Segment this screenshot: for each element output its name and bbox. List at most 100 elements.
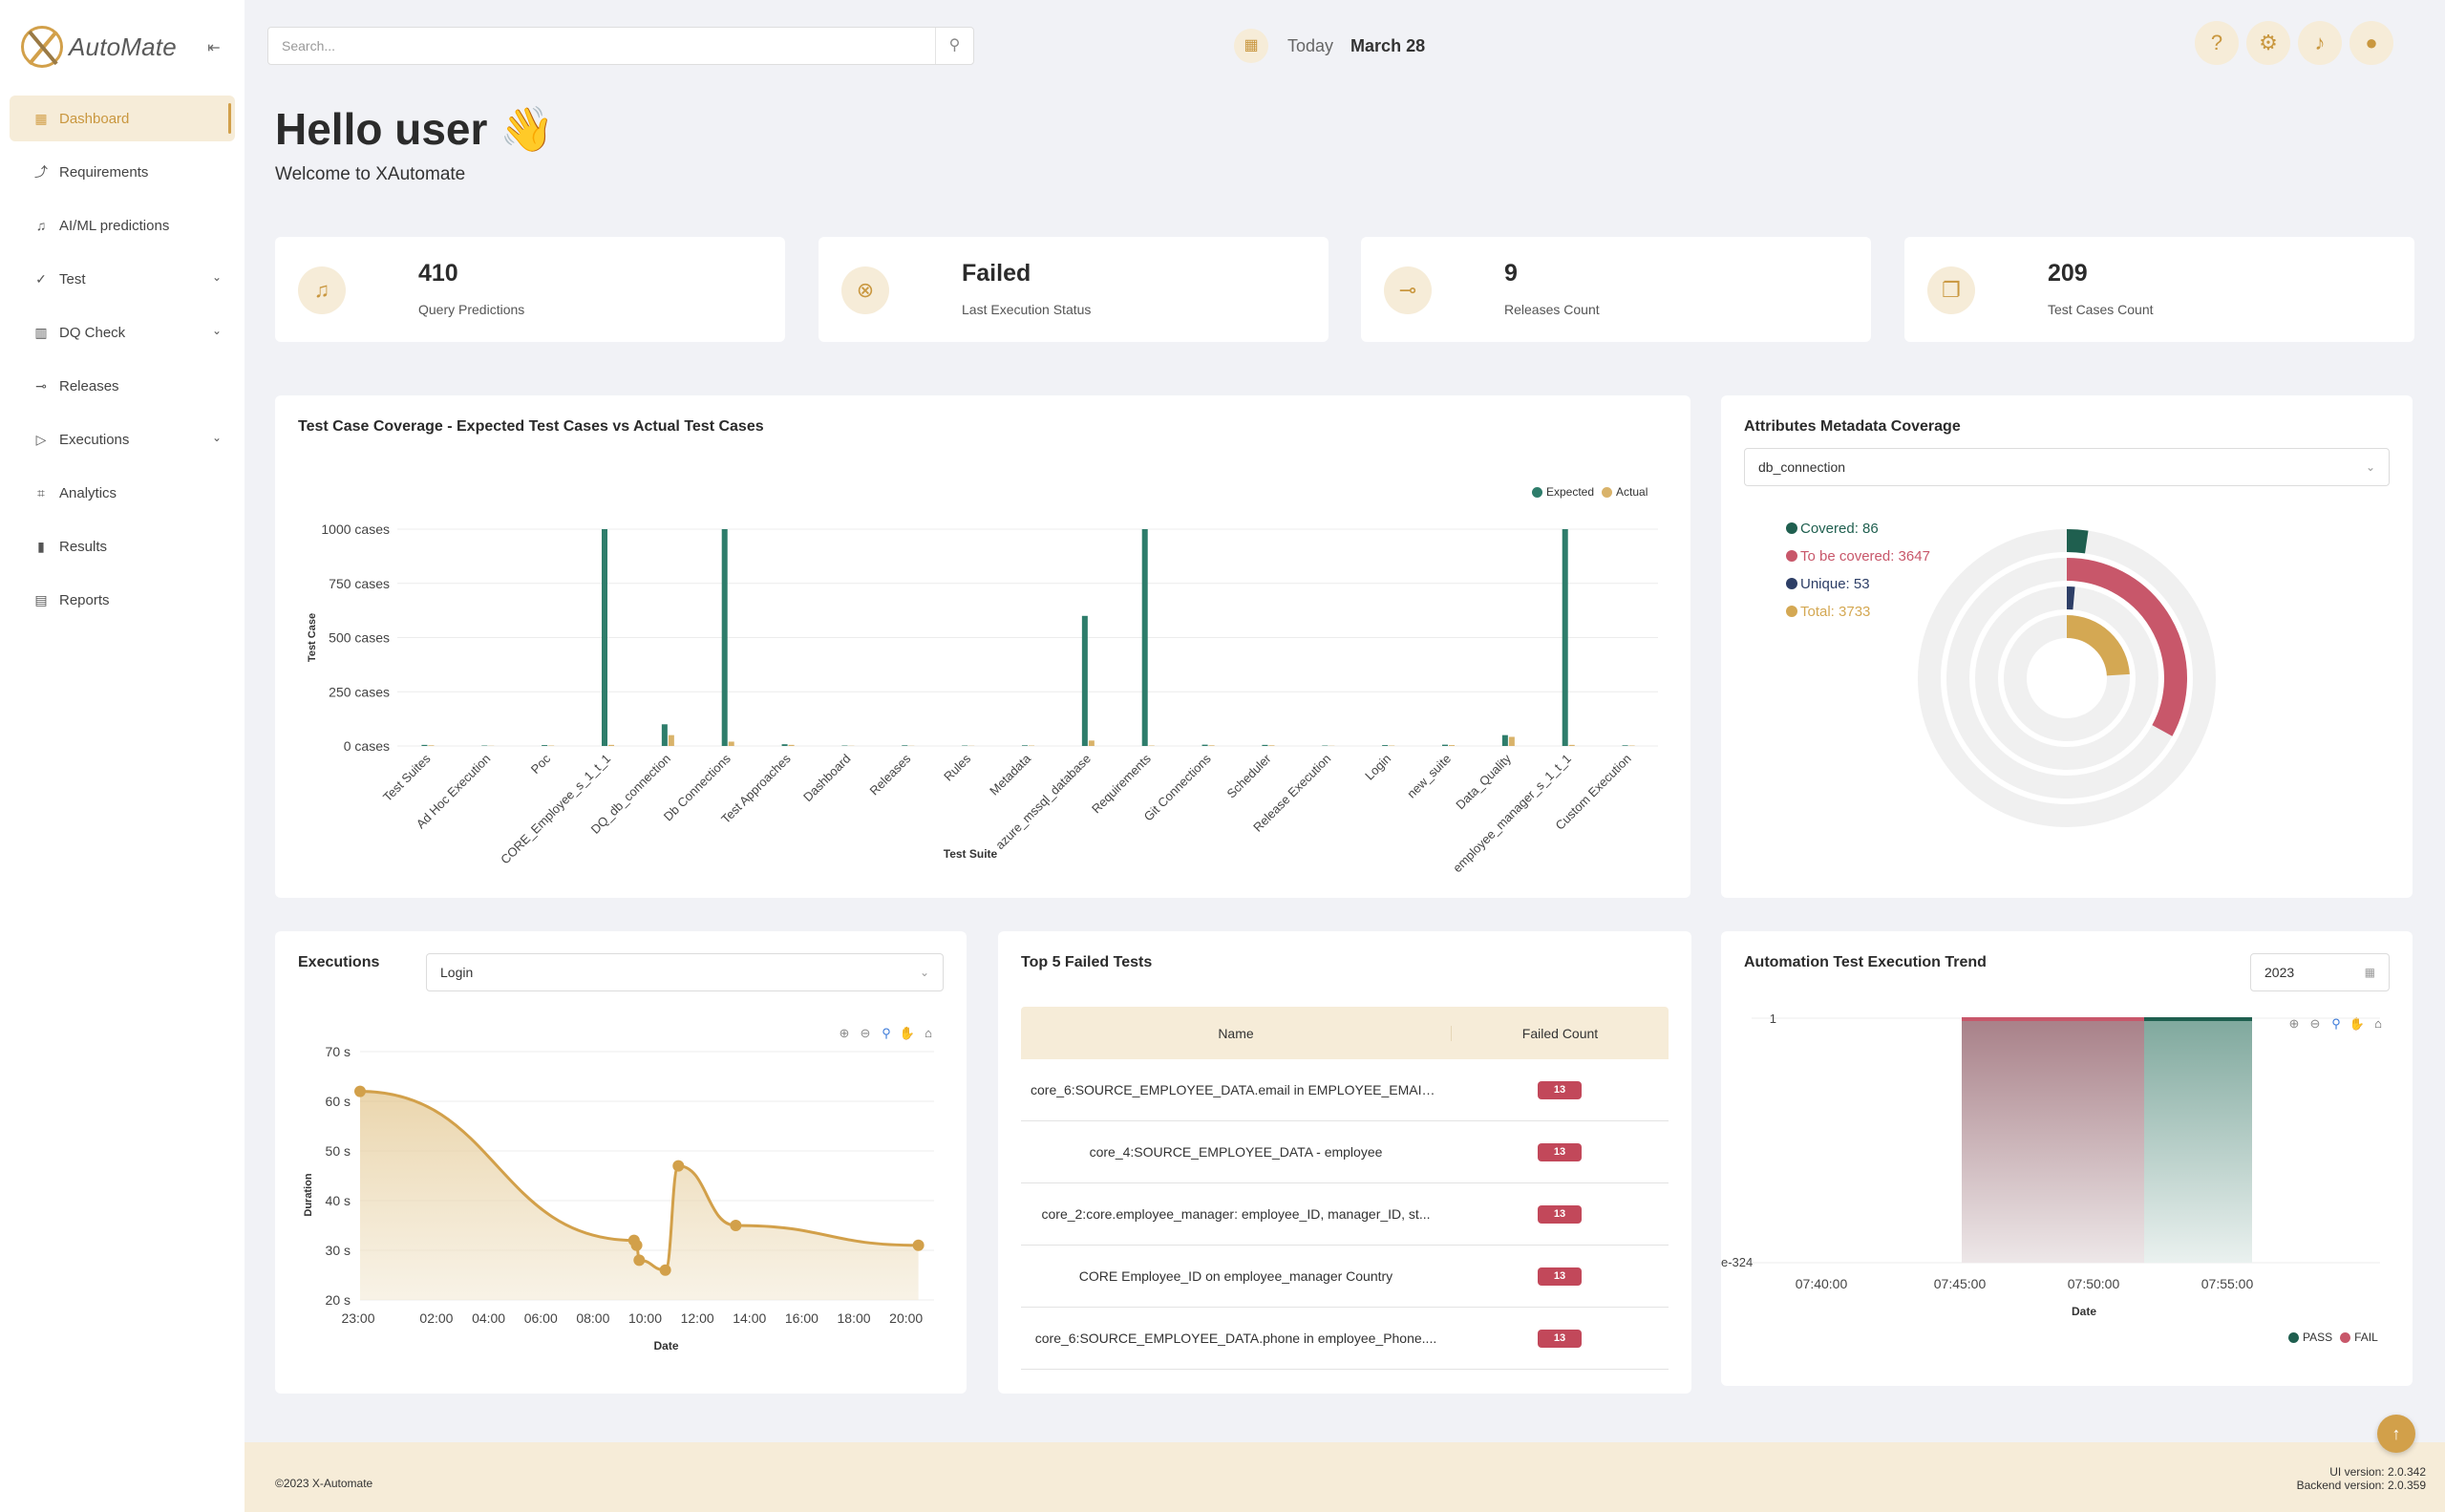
actual-legend-dot [1602, 486, 1613, 498]
column-header-failed-count[interactable]: Failed Count [1451, 1025, 1669, 1041]
chevron-down-icon: ⌄ [211, 431, 222, 444]
sidebar-item-label: Reports [59, 591, 110, 608]
sidebar-item-label: AI/ML predictions [59, 217, 170, 234]
legend-actual[interactable]: Actual [1616, 485, 1648, 499]
legend-fail[interactable]: FAIL [2354, 1331, 2378, 1344]
chevron-down-icon: ⌄ [211, 270, 222, 284]
failed-count-badge: 13 [1538, 1081, 1582, 1099]
data-point [912, 1239, 925, 1251]
execution-select[interactable]: Login ⌄ [426, 953, 944, 991]
home-reset-icon[interactable]: ⌂ [925, 1026, 932, 1040]
search-input[interactable] [268, 28, 927, 64]
column-header-name[interactable]: Name [1218, 1025, 1254, 1041]
x-tick-label: 20:00 [889, 1310, 923, 1326]
table-row[interactable]: core_2:core.employee_manager: employee_I… [1021, 1183, 1669, 1246]
x-tick-label: 07:50:00 [2068, 1276, 2120, 1291]
user-avatar-icon[interactable]: ● [2349, 21, 2393, 65]
table-row[interactable]: core_6:SOURCE_EMPLOYEE_DATA.email in EMP… [1021, 1059, 1669, 1121]
sidebar-item-test[interactable]: ✓ Test ⌄ [10, 256, 235, 302]
y-axis-title: Test Case [307, 613, 318, 662]
sidebar-item-label: Results [59, 538, 108, 555]
legend-expected[interactable]: Expected [1546, 485, 1595, 499]
collapse-sidebar-button[interactable]: ⇤ [207, 40, 221, 56]
legend-label: Covered: 86 [1800, 520, 1879, 537]
zoom-in-icon[interactable]: ⊕ [2288, 1016, 2300, 1031]
failed-count-badge: 13 [1538, 1143, 1582, 1161]
calendar-icon[interactable]: ▦ [1234, 29, 1268, 63]
x-tick-label: new_suite [1404, 752, 1454, 801]
app-logo[interactable]: AutoMate [21, 25, 177, 69]
zoom-in-icon[interactable]: ⊕ [839, 1026, 850, 1040]
sidebar-item-releases[interactable]: ⊸ Releases [10, 363, 235, 409]
connection-select[interactable]: db_connection ⌄ [1744, 448, 2390, 486]
legend-dot [1786, 550, 1797, 562]
ui-version: UI version: 2.0.342 [2329, 1465, 2426, 1479]
sidebar-item-results[interactable]: ▮ Results [10, 523, 235, 569]
x-tick-label: Dashboard [800, 752, 854, 805]
stat-value: 9 [1504, 260, 1518, 287]
y-tick-label: 1 [1770, 1012, 1776, 1026]
current-date: March 28 [1350, 35, 1426, 55]
legend-total[interactable]: Total: 3733 [1786, 603, 1930, 620]
pan-icon[interactable]: ✋ [899, 1026, 916, 1040]
executions-card: Executions Login ⌄ ⊕ ⊖ ⚲ ✋ ⌂ 20 s 30 s 40 … [275, 931, 967, 1394]
zoom-select-icon[interactable]: ⚲ [2331, 1016, 2341, 1031]
zoom-out-icon[interactable]: ⊖ [2309, 1016, 2321, 1031]
legend-pass[interactable]: PASS [2303, 1331, 2333, 1344]
bar-expected [1501, 735, 1508, 746]
y-tick-label: 50 s [326, 1143, 351, 1159]
notification-bell-icon[interactable]: ♪ [2298, 21, 2342, 65]
zoom-select-icon[interactable]: ⚲ [882, 1026, 891, 1040]
bar-actual [1208, 745, 1215, 746]
stat-value: 209 [2048, 260, 2088, 287]
legend-covered[interactable]: Covered: 86 [1786, 520, 1930, 537]
sidebar-item-reports[interactable]: ▤ Reports [10, 577, 235, 623]
table-row[interactable]: core_4:SOURCE_EMPLOYEE_DATA - employee 13 [1021, 1121, 1669, 1183]
copyright: ©2023 X-Automate [275, 1477, 373, 1490]
page-subtitle: Welcome to XAutomate [275, 164, 466, 184]
legend-unique[interactable]: Unique: 53 [1786, 575, 1930, 592]
y-tick-label: e-324 [1721, 1255, 1753, 1269]
sidebar-item-label: DQ Check [59, 324, 126, 341]
chart-box-icon: ▥ [34, 325, 48, 340]
data-point [354, 1085, 366, 1097]
scroll-to-top-button[interactable]: ↑ [2377, 1415, 2415, 1453]
sidebar-item-executions[interactable]: ▷ Executions ⌄ [10, 416, 235, 462]
sidebar-item-label: Test [59, 270, 86, 287]
sidebar-item-dq-check[interactable]: ▥ DQ Check ⌄ [10, 309, 235, 355]
sidebar-item-requirements[interactable]: ⤴ Requirements [10, 149, 235, 195]
stat-card-releases-count: ⊸ 9 Releases Count [1361, 237, 1871, 342]
route-icon: ⤴ [34, 164, 48, 180]
trend-card: Automation Test Execution Trend 2023 ▦ ⊕… [1721, 931, 2413, 1386]
bar-expected [721, 529, 728, 746]
home-reset-icon[interactable]: ⌂ [2374, 1016, 2382, 1031]
table-row[interactable]: CORE Employee_ID on employee_manager Cou… [1021, 1246, 1669, 1308]
legend-to-be-covered[interactable]: To be covered: 3647 [1786, 547, 1930, 564]
pass-legend-dot [2288, 1331, 2299, 1343]
search-button[interactable]: ⚲ [935, 28, 973, 64]
sidebar-item-ai-ml-predictions[interactable]: ♫ AI/ML predictions [10, 202, 235, 248]
y-tick-label: 0 cases [344, 738, 390, 754]
y-tick-label: 40 s [326, 1193, 351, 1208]
year-picker[interactable]: 2023 ▦ [2250, 953, 2390, 991]
expected-legend-dot [1532, 486, 1542, 498]
logo-x-icon [21, 26, 63, 68]
pan-icon[interactable]: ✋ [2349, 1016, 2366, 1031]
zoom-out-icon[interactable]: ⊖ [860, 1026, 871, 1040]
x-tick-label: 02:00 [419, 1310, 453, 1326]
x-tick-label: Requirements [1089, 751, 1154, 816]
sidebar-item-dashboard[interactable]: ▦ Dashboard [10, 96, 235, 141]
table-row[interactable]: core_6:SOURCE_EMPLOYEE_DATA.phone in emp… [1021, 1308, 1669, 1370]
sidebar-item-analytics[interactable]: ⌗ Analytics [10, 470, 235, 516]
bar-expected [1562, 529, 1568, 746]
gear-icon[interactable]: ⚙ [2246, 21, 2290, 65]
y-tick-label: 20 s [326, 1292, 351, 1308]
x-tick-label: employee_manager_s_1_t_1 [1450, 752, 1574, 876]
help-icon[interactable]: ? [2195, 21, 2239, 65]
bar-expected [1141, 529, 1148, 746]
stat-value: Failed [962, 260, 1031, 287]
commit-icon: ⊸ [35, 378, 47, 394]
chevron-down-icon: ⌄ [2365, 460, 2375, 474]
bar-actual [668, 735, 674, 746]
bar-expected [1382, 745, 1389, 746]
